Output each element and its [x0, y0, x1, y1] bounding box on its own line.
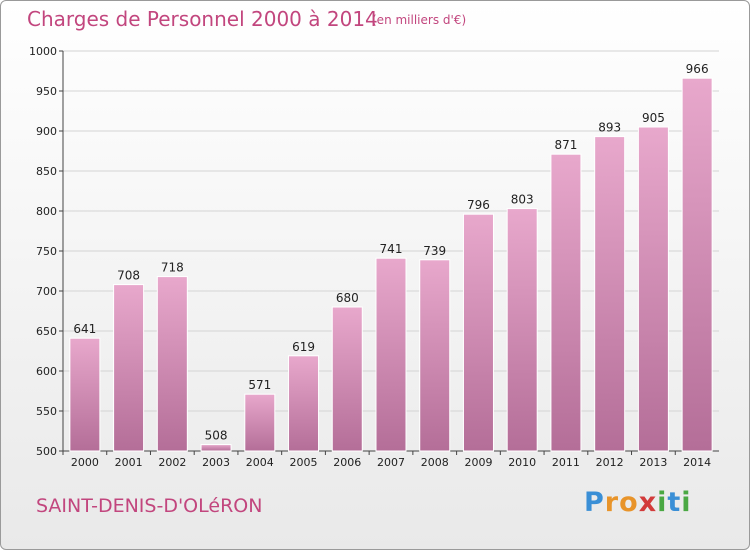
bar-2007 — [375, 257, 407, 452]
x-tick-label-2004: 2004 — [246, 456, 274, 469]
x-tick-label-2006: 2006 — [333, 456, 361, 469]
value-labels: 641 708 718 508 571 619 680 741 739 796 803 871 893 9… — [73, 62, 708, 442]
value-label-2012: 893 — [598, 121, 621, 135]
bar-2008 — [419, 259, 451, 452]
x-tick-label-2000: 2000 — [71, 456, 99, 469]
value-label-2007: 741 — [380, 242, 403, 256]
bar-2005 — [288, 355, 320, 452]
bar-2003 — [200, 444, 232, 452]
x-tick-label-2013: 2013 — [639, 456, 667, 469]
value-label-2001: 708 — [117, 269, 140, 283]
value-label-2000: 641 — [73, 322, 96, 336]
bar-2001 — [113, 284, 145, 452]
value-label-2003: 508 — [205, 429, 228, 443]
x-tick-label-2011: 2011 — [552, 456, 580, 469]
y-tick-label: 750 — [36, 245, 57, 258]
value-label-2011: 871 — [554, 138, 577, 152]
y-tick-label: 1000 — [29, 45, 57, 58]
x-tick-label-2001: 2001 — [115, 456, 143, 469]
logo-letter: t — [667, 487, 682, 518]
bar-2013 — [637, 126, 669, 452]
value-label-2010: 803 — [511, 193, 534, 207]
y-tick-label: 500 — [36, 445, 57, 458]
y-tick-label: 550 — [36, 405, 57, 418]
value-label-2008: 739 — [423, 244, 446, 258]
x-axis-ticks: 2000 2001 2002 2003 2004 2005 2006 2007 2008 2009… — [62, 451, 711, 469]
chart-title: Charges de Personnel 2000 à 2014 — [27, 7, 378, 31]
x-tick-label-2003: 2003 — [202, 456, 230, 469]
logo-letter: r — [604, 487, 620, 518]
logo-letter: x — [638, 487, 658, 518]
value-label-2002: 718 — [161, 261, 184, 275]
bar-2012 — [594, 136, 626, 452]
value-label-2004: 571 — [248, 378, 271, 392]
bar-2009 — [462, 213, 494, 452]
bar-2002 — [156, 276, 188, 452]
bar-2014 — [681, 77, 713, 452]
y-tick-label: 850 — [36, 165, 57, 178]
x-tick-label-2012: 2012 — [596, 456, 624, 469]
y-tick-label: 650 — [36, 325, 57, 338]
logo-letter: i — [681, 487, 692, 518]
x-tick-label-2002: 2002 — [158, 456, 186, 469]
y-tick-label: 950 — [36, 85, 57, 98]
logo-letter: P — [584, 487, 605, 518]
x-tick-label-2005: 2005 — [290, 456, 318, 469]
y-tick-label: 700 — [36, 285, 57, 298]
logo-letter: i — [657, 487, 668, 518]
bar-2004 — [244, 393, 276, 452]
y-tick-label: 600 — [36, 365, 57, 378]
chart-unit-note: (en milliers d'€) — [372, 13, 467, 27]
proxiti-logo: Proxiti — [584, 487, 692, 518]
value-label-2014: 966 — [686, 62, 709, 76]
value-label-2006: 680 — [336, 291, 359, 305]
x-tick-label-2007: 2007 — [377, 456, 405, 469]
bar-2006 — [331, 306, 363, 452]
bar-2000 — [69, 337, 101, 452]
x-tick-label-2014: 2014 — [683, 456, 711, 469]
y-axis-ticks: 500 550 600 650 700 750 800 850 900 950 1000 — [29, 45, 63, 458]
commune-name: SAINT-DENIS-D'OLéRON — [36, 495, 263, 517]
bar-2011 — [550, 153, 582, 452]
value-label-2009: 796 — [467, 198, 490, 212]
logo-letter: o — [619, 487, 639, 518]
x-tick-label-2008: 2008 — [421, 456, 449, 469]
value-label-2005: 619 — [292, 340, 315, 354]
x-tick-label-2009: 2009 — [464, 456, 492, 469]
y-tick-label: 900 — [36, 125, 57, 138]
bars — [69, 77, 713, 452]
x-tick-label-2010: 2010 — [508, 456, 536, 469]
bar-2010 — [506, 208, 538, 452]
y-tick-label: 800 — [36, 205, 57, 218]
value-label-2013: 905 — [642, 111, 665, 125]
